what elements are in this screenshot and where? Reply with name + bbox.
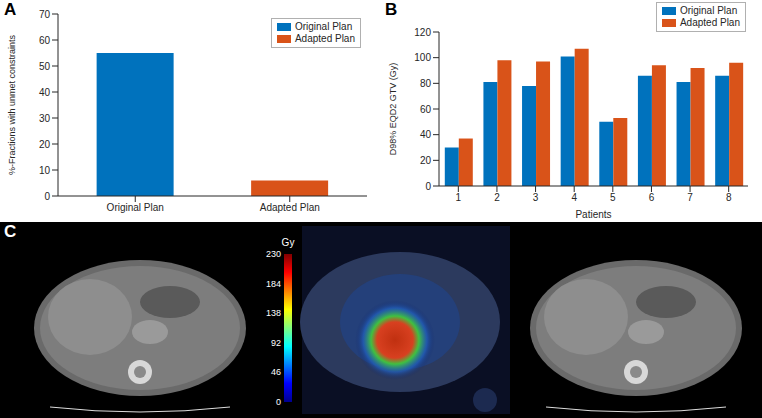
svg-text:70: 70	[39, 9, 51, 20]
svg-text:120: 120	[414, 27, 431, 38]
html-text:A: A	[4, 0, 17, 19]
svg-text:0: 0	[44, 191, 50, 202]
svg-text:60: 60	[420, 104, 432, 115]
svg-text:80: 80	[420, 78, 432, 89]
svg-text:0: 0	[276, 397, 281, 407]
svg-text:184: 184	[266, 279, 281, 289]
svg-text:138: 138	[266, 308, 281, 318]
svg-text:40: 40	[420, 129, 432, 140]
svg-text:40: 40	[39, 87, 51, 98]
svg-text:7: 7	[687, 192, 693, 203]
svg-text:8: 8	[726, 192, 732, 203]
html-text:B: B	[385, 0, 398, 19]
svg-text:4: 4	[571, 192, 577, 203]
svg-text:5: 5	[610, 192, 616, 203]
svg-text:30: 30	[39, 113, 51, 124]
svg-text:Original Plan: Original Plan	[107, 202, 164, 213]
html-text:Adapted Plan: Adapted Plan	[294, 33, 355, 44]
svg-text:20: 20	[39, 139, 51, 150]
svg-text:92: 92	[271, 338, 281, 348]
svg-text:100: 100	[414, 52, 431, 63]
html-text:Original Plan: Original Plan	[294, 21, 353, 32]
svg-text:3: 3	[533, 192, 539, 203]
svg-text:Gy: Gy	[282, 237, 295, 248]
svg-text:Patients: Patients	[575, 209, 611, 220]
svg-text:20: 20	[420, 155, 432, 166]
svg-text:60: 60	[39, 35, 51, 46]
svg-text:1: 1	[456, 192, 462, 203]
svg-text:Adapted Plan: Adapted Plan	[260, 202, 320, 213]
svg-text:D98% EQD2 GTV (Gy): D98% EQD2 GTV (Gy)	[388, 63, 398, 156]
svg-text:46: 46	[271, 367, 281, 377]
html-text:Adapted Plan: Adapted Plan	[679, 17, 740, 28]
svg-text:6: 6	[649, 192, 655, 203]
svg-text:10: 10	[39, 165, 51, 176]
svg-text:%-Fractions with unmet constra: %-Fractions with unmet constraints	[7, 34, 17, 175]
svg-text:50: 50	[39, 61, 51, 72]
svg-text:230: 230	[266, 249, 281, 259]
html-text:C: C	[4, 222, 17, 241]
html-text:Original Plan: Original Plan	[679, 5, 738, 16]
svg-text:0: 0	[425, 181, 431, 192]
svg-text:2: 2	[494, 192, 500, 203]
